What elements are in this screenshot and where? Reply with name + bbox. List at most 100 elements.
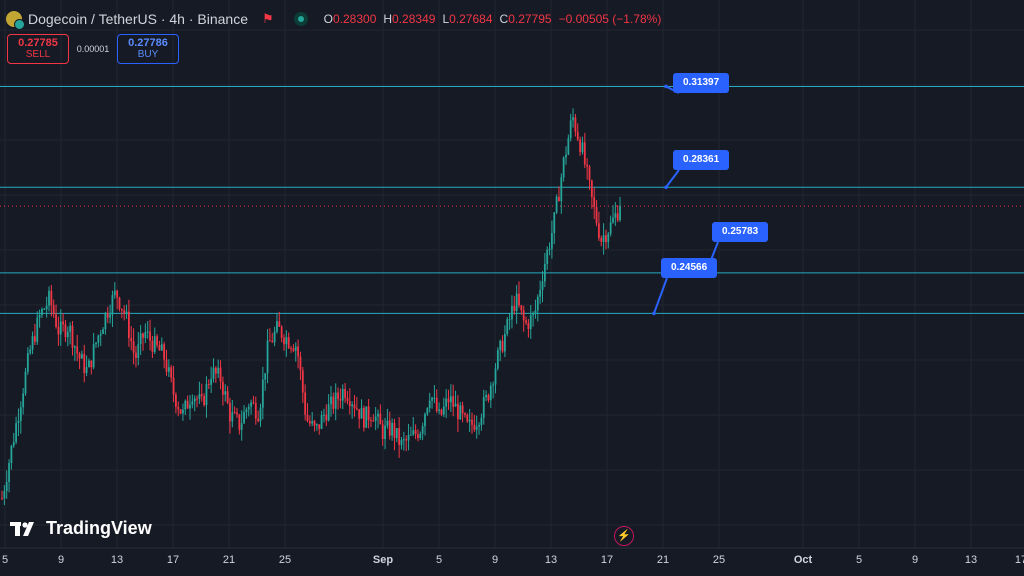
candle-body: [81, 354, 83, 359]
candle-body: [386, 420, 389, 426]
buy-button[interactable]: 0.27786 BUY: [117, 34, 179, 64]
x-tick: 9: [911, 554, 919, 566]
time-axis[interactable]: 5 9 13 17 21 25 Sep 5 9 13 17 21 25 Oct …: [0, 548, 1024, 576]
candle-body: [29, 349, 32, 354]
candle-body: [160, 344, 163, 351]
x-tick: 21: [656, 554, 670, 566]
candle-body: [10, 445, 13, 464]
candle-body: [572, 117, 574, 121]
candle-body: [494, 368, 497, 385]
candle-body: [334, 392, 337, 409]
ohlc-low: L0.27684: [442, 12, 493, 26]
candle-body: [52, 305, 55, 315]
candle-body: [405, 439, 408, 441]
candle-body: [440, 409, 443, 415]
candle-body: [290, 347, 292, 349]
symbol-header: Dogecoin / TetherUS · 4h · Binance ⚑ O0.…: [6, 9, 661, 30]
candle-body: [391, 422, 393, 436]
candle-body: [144, 332, 147, 338]
candle-body: [299, 356, 302, 371]
level-callout-4[interactable]: 0.24566: [661, 258, 718, 278]
candle-body: [170, 367, 173, 378]
candle-body: [341, 388, 344, 401]
candle-body: [205, 384, 208, 405]
tradingview-logo[interactable]: TradingView: [10, 518, 152, 539]
candle-body: [313, 421, 316, 426]
candle-body: [43, 309, 46, 311]
candle-body: [454, 403, 457, 407]
candle-body: [478, 424, 480, 427]
candle-body: [576, 131, 579, 140]
candle-body: [426, 408, 429, 414]
sell-button[interactable]: 0.27785 SELL: [7, 34, 69, 64]
candle-body: [8, 463, 10, 482]
candle-body: [266, 340, 269, 374]
candle-body: [499, 340, 502, 351]
market-status-icon[interactable]: [293, 12, 308, 26]
candle-body: [428, 400, 431, 409]
candle-body: [358, 409, 361, 419]
candle-body: [501, 340, 504, 352]
candle-body: [372, 420, 375, 422]
candle-body: [525, 320, 527, 323]
candle-body: [151, 340, 154, 352]
candle-body: [167, 367, 170, 372]
x-tick: 9: [57, 554, 65, 566]
candle-body: [132, 341, 135, 353]
candle-body: [142, 333, 144, 338]
candle-body: [139, 333, 142, 345]
candle-body: [128, 311, 130, 339]
sell-label: SELL: [25, 49, 51, 60]
candle-body: [459, 405, 462, 420]
x-tick: 17: [166, 554, 180, 566]
candle-body: [85, 367, 88, 374]
x-tick: 5: [855, 554, 863, 566]
level-callout-3[interactable]: 0.25783: [712, 222, 769, 242]
candle-body: [165, 359, 168, 372]
candle-body: [259, 407, 262, 422]
candle-body: [175, 394, 177, 407]
candle-body: [602, 235, 605, 242]
candle-body: [34, 336, 36, 342]
x-tick: 25: [712, 554, 726, 566]
candle-body: [351, 404, 354, 407]
candle-body: [581, 142, 584, 153]
candle-body: [172, 377, 175, 395]
candle-body: [191, 401, 194, 405]
candle-body: [59, 321, 62, 335]
candle-body: [78, 353, 81, 359]
level-callout-1[interactable]: 0.31397: [673, 73, 730, 93]
candle-body: [468, 419, 471, 422]
candle-body: [612, 217, 614, 223]
x-tick: 13: [110, 554, 124, 566]
flag-icon[interactable]: ⚑: [261, 11, 274, 26]
candle-body: [583, 142, 586, 165]
candle-body: [135, 352, 137, 359]
candle-body: [12, 441, 15, 446]
candle-body: [294, 346, 297, 351]
candle-body: [529, 315, 532, 330]
candle-body: [24, 371, 27, 394]
candle-body: [26, 353, 29, 372]
candle-body: [15, 423, 17, 442]
candle-body: [546, 249, 549, 264]
candle-body: [238, 414, 241, 430]
x-tick: 25: [278, 554, 292, 566]
candle-body: [229, 402, 231, 422]
candle-body: [513, 305, 516, 311]
x-tick: 5: [1, 554, 9, 566]
x-tick: 13: [544, 554, 558, 566]
candle-body: [424, 413, 426, 427]
candle-body: [598, 223, 600, 239]
buy-label: BUY: [137, 49, 159, 60]
candle-body: [308, 420, 311, 424]
x-tick-month: Sep: [372, 554, 394, 566]
candle-body: [558, 196, 560, 202]
candle-body: [55, 314, 57, 327]
level-callout-2[interactable]: 0.28361: [673, 150, 730, 170]
lightning-icon[interactable]: ⚡: [614, 526, 634, 546]
candle-body: [438, 409, 440, 412]
symbol-title[interactable]: Dogecoin / TetherUS · 4h · Binance: [28, 11, 248, 27]
candle-body: [435, 397, 438, 412]
